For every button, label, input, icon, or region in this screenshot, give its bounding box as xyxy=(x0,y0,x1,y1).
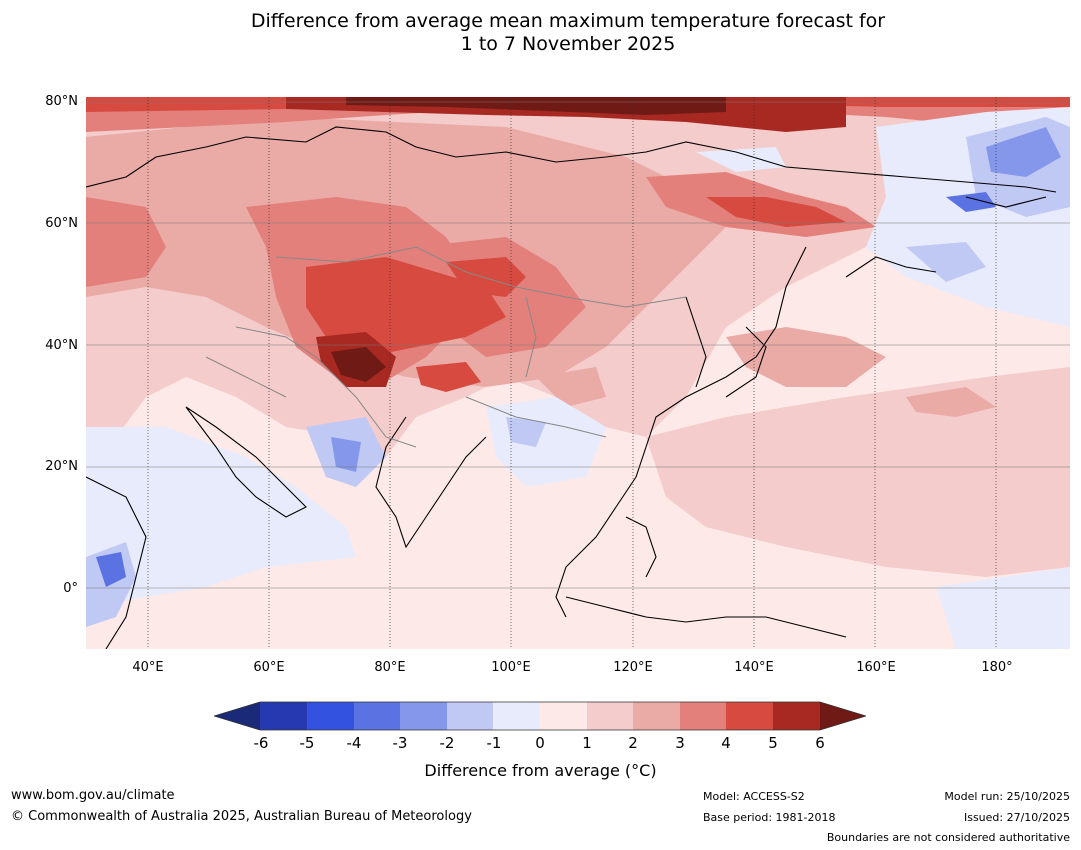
colorbar-cell-4-5 xyxy=(726,702,773,730)
footer-issued: Issued: 27/10/2025 xyxy=(963,811,1070,824)
colorbar-cell-2-3 xyxy=(633,702,680,730)
map-title: Difference from average mean maximum tem… xyxy=(0,10,1081,56)
lon-label-120e: 120°E xyxy=(613,660,653,675)
colorbar-cell-0-1 xyxy=(540,702,587,730)
colorbar-tick: -4 xyxy=(346,734,362,752)
coastlines xyxy=(86,126,1057,649)
title-line-1: Difference from average mean maximum tem… xyxy=(250,10,886,32)
lat-label-40n: 40°N xyxy=(45,338,78,353)
footer-model: Model: ACCESS-S2 xyxy=(703,790,805,803)
lon-label-140e: 140°E xyxy=(734,660,774,675)
gridlines xyxy=(86,101,1070,589)
colorbar-cell-m2-m1 xyxy=(447,702,493,730)
anomaly-layer-5-plus xyxy=(286,97,846,387)
colorbar-tick: -3 xyxy=(392,734,408,752)
footer-website[interactable]: www.bom.gov.au/climate xyxy=(11,788,175,803)
lat-label-0: 0° xyxy=(63,581,78,596)
title-line-2: 1 to 7 November 2025 xyxy=(460,33,676,55)
colorbar-cell-above xyxy=(820,702,866,730)
colorbar-label: Difference from average (°C) xyxy=(424,761,657,780)
meridians xyxy=(147,97,997,649)
lon-label-100e: 100°E xyxy=(491,660,531,675)
colorbar-cell-5-6 xyxy=(773,702,820,730)
lat-label-80n: 80°N xyxy=(45,94,78,109)
colorbar-cell-m5-m4 xyxy=(307,702,354,730)
colorbar-cell-below xyxy=(214,702,260,730)
colorbar-cell-m6-m5 xyxy=(260,702,307,730)
country-borders xyxy=(205,246,687,448)
anomaly-layer-cold-minus-2-plus xyxy=(96,127,1061,587)
colorbar-tick: 4 xyxy=(721,734,731,752)
lon-label-160e: 160°E xyxy=(856,660,896,675)
colorbar-tick: 1 xyxy=(582,734,592,752)
colorbar-cell-m1-0 xyxy=(493,702,540,730)
lon-label-80e: 80°E xyxy=(374,660,406,675)
colorbar-tick: -6 xyxy=(253,734,269,752)
colorbar-cell-m4-m3 xyxy=(354,702,400,730)
colorbar xyxy=(212,700,868,732)
footer-model-run: Model run: 25/10/2025 xyxy=(944,790,1070,803)
forecast-map xyxy=(86,97,1070,649)
lat-label-20n: 20°N xyxy=(45,459,78,474)
footer-disclaimer: Boundaries are not considered authoritat… xyxy=(826,831,1070,844)
footer-copyright: © Commonwealth of Australia 2025, Austra… xyxy=(11,809,472,824)
colorbar-tick: -2 xyxy=(439,734,455,752)
colorbar-tick: 5 xyxy=(768,734,778,752)
colorbar-tick: 0 xyxy=(535,734,545,752)
lon-label-60e: 60°E xyxy=(253,660,285,675)
lat-label-60n: 60°N xyxy=(45,216,78,231)
colorbar-cell-3-4 xyxy=(680,702,726,730)
colorbar-tick: 3 xyxy=(675,734,685,752)
footer-base-period: Base period: 1981-2018 xyxy=(703,811,836,824)
colorbar-cell-1-2 xyxy=(587,702,633,730)
lon-label-180: 180° xyxy=(981,660,1013,675)
colorbar-tick: 6 xyxy=(815,734,825,752)
colorbar-cell-m3-m2 xyxy=(400,702,447,730)
colorbar-tick: 2 xyxy=(628,734,638,752)
lon-label-40e: 40°E xyxy=(132,660,164,675)
colorbar-tick: -5 xyxy=(299,734,315,752)
colorbar-tick: -1 xyxy=(486,734,502,752)
